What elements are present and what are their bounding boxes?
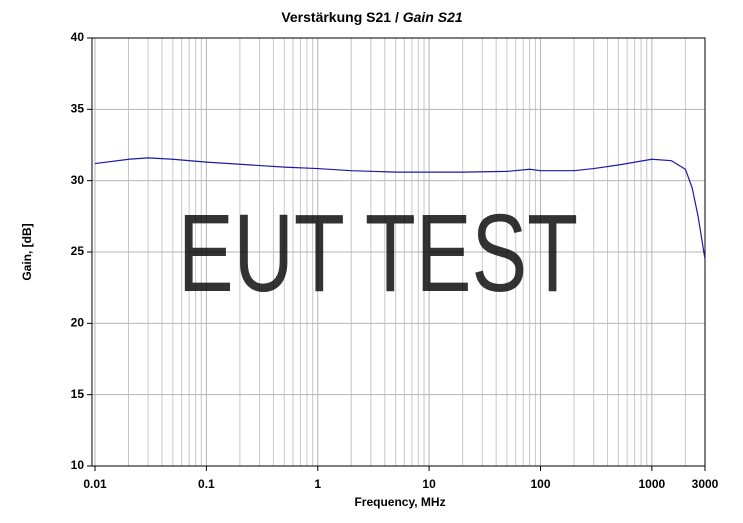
plot-frame: [91, 37, 706, 467]
x-tick-label: 1000: [639, 477, 666, 491]
title-main: Verstärkung S21 /: [281, 9, 399, 25]
y-tick-label: 10: [71, 458, 85, 472]
y-tick-label: 30: [71, 173, 85, 187]
watermark: EUT TEST: [178, 192, 578, 315]
data-line: [94, 157, 706, 260]
y-axis-label: Gain, [dB]: [20, 223, 34, 280]
y-tick-label: 20: [71, 316, 85, 330]
y-tick-label: 25: [71, 244, 85, 258]
y-tick-label: 15: [71, 387, 85, 401]
x-tick-label: 10: [422, 477, 436, 491]
x-tick-label: 1: [314, 477, 321, 491]
x-tick-label: 0.01: [83, 477, 107, 491]
x-tick-label: 100: [530, 477, 550, 491]
title-english: Gain S21: [403, 9, 463, 25]
x-tick-label: 0.1: [198, 477, 215, 491]
chart-title: Verstärkung S21 / Gain S21: [281, 9, 463, 25]
y-tick-label: 35: [71, 102, 85, 116]
x-axis-label: Frequency, MHz: [354, 495, 445, 509]
y-tick-label: 40: [71, 30, 85, 44]
x-tick-label: 3000: [692, 477, 719, 491]
